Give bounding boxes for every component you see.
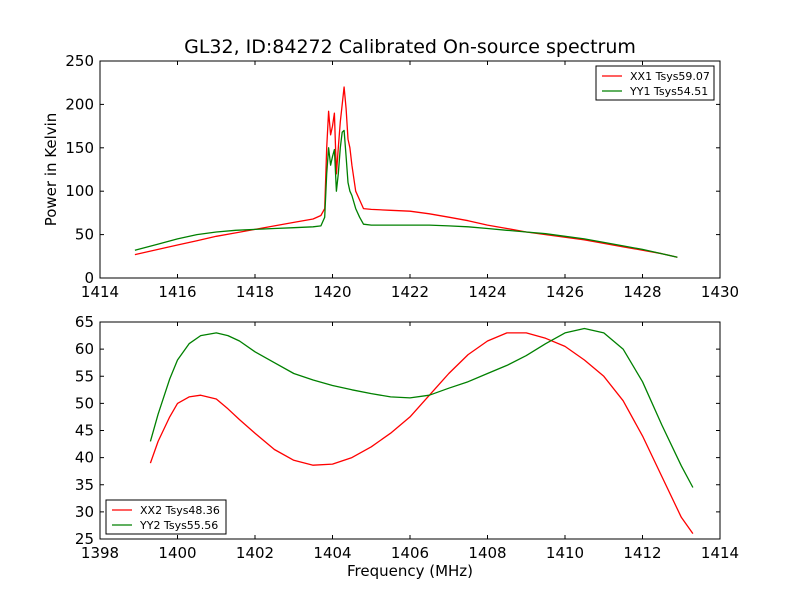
x-tick-label: 1428 bbox=[623, 283, 661, 301]
x-tick-label: 1430 bbox=[701, 283, 739, 301]
legend-label-2: YY1 Tsys54.51 bbox=[629, 85, 708, 98]
legend: XX2 Tsys48.36 YY2 Tsys55.56 bbox=[105, 499, 227, 535]
series-line-2 bbox=[149, 327, 694, 488]
y-tick-label: 30 bbox=[75, 503, 94, 521]
x-tick-label: 1400 bbox=[158, 544, 196, 562]
y-tick-label: 200 bbox=[65, 95, 94, 113]
x-tick-label: 1416 bbox=[158, 283, 196, 301]
y-tick-label: 50 bbox=[75, 226, 94, 244]
x-tick-label: 1408 bbox=[468, 544, 506, 562]
y-tick-label: 35 bbox=[75, 476, 94, 494]
y-tick-label: 0 bbox=[84, 269, 94, 287]
y-tick-label: 65 bbox=[75, 313, 94, 331]
x-tick-label: 1414 bbox=[701, 544, 739, 562]
x-tick-label: 1398 bbox=[81, 544, 119, 562]
legend-box bbox=[105, 499, 227, 535]
y-tick-label: 100 bbox=[65, 182, 94, 200]
x-tick-label: 1418 bbox=[236, 283, 274, 301]
y-axis-label: Power in Kelvin bbox=[42, 113, 60, 227]
x-tick-label: 1422 bbox=[391, 283, 429, 301]
series-line-2 bbox=[134, 129, 678, 258]
x-tick-label: 1404 bbox=[313, 544, 351, 562]
chart-title: GL32, ID:84272 Calibrated On-source spec… bbox=[184, 36, 636, 58]
x-axis-label: Frequency (MHz) bbox=[347, 562, 473, 580]
y-tick-label: 150 bbox=[65, 139, 94, 157]
top-spectrum-chart: 1414 1416 1418 1420 1422 1424 1426 1428 1430 0 50 1… bbox=[42, 36, 739, 301]
legend-label-1: XX2 Tsys48.36 bbox=[140, 504, 220, 517]
x-tick-label: 1406 bbox=[391, 544, 429, 562]
y-tick-label: 250 bbox=[65, 52, 94, 70]
x-tick-label: 1414 bbox=[81, 283, 119, 301]
bottom-spectrum-chart: 1398 1400 1402 1404 1406 1408 1410 1412 1414 25 30… bbox=[75, 313, 739, 580]
legend-label-2: YY2 Tsys55.56 bbox=[139, 519, 218, 532]
y-tick-label: 45 bbox=[75, 422, 94, 440]
x-tick-label: 1412 bbox=[623, 544, 661, 562]
y-tick-label: 60 bbox=[75, 340, 94, 358]
x-tick-label: 1420 bbox=[313, 283, 351, 301]
x-tick-label: 1402 bbox=[236, 544, 274, 562]
legend-box bbox=[595, 65, 715, 101]
series-line-1 bbox=[149, 332, 694, 534]
y-tick-label: 55 bbox=[75, 367, 94, 385]
legend-label-1: XX1 Tsys59.07 bbox=[630, 70, 710, 83]
x-tick-label: 1426 bbox=[546, 283, 584, 301]
x-tick-label: 1410 bbox=[546, 544, 584, 562]
legend: XX1 Tsys59.07 YY1 Tsys54.51 bbox=[595, 65, 715, 101]
y-tick-label: 50 bbox=[75, 394, 94, 412]
y-tick-label: 25 bbox=[75, 530, 94, 548]
y-tick-label: 40 bbox=[75, 449, 94, 467]
x-tick-label: 1424 bbox=[468, 283, 506, 301]
